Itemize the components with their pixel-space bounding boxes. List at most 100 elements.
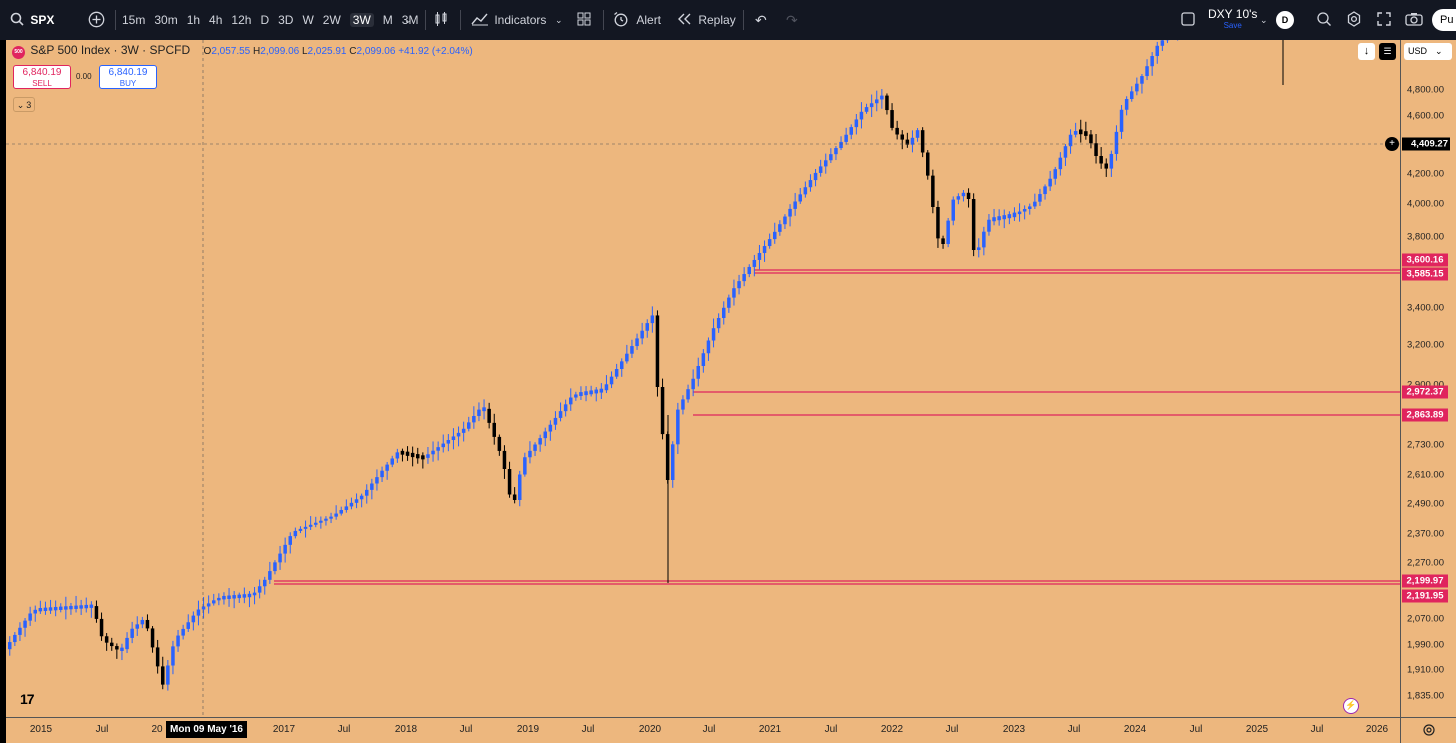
candle — [758, 253, 762, 260]
list-icon: ☰ — [1383, 46, 1391, 56]
timeframe-4h[interactable]: 4h — [209, 13, 222, 27]
level-price-badge: 2,199.97 — [1402, 575, 1448, 588]
candle — [120, 648, 124, 651]
buy-button[interactable]: 6,840.19 BUY — [99, 65, 157, 89]
indicator-toggle[interactable]: ⌄3 — [13, 97, 35, 112]
candle — [778, 224, 782, 232]
object-tree-button[interactable]: ☰ — [1379, 43, 1396, 60]
candle — [1140, 76, 1144, 84]
candle — [1084, 131, 1088, 136]
timeframe-2w[interactable]: 2W — [323, 13, 341, 27]
candle — [600, 389, 604, 393]
scroll-down-button[interactable]: ↓ — [1358, 43, 1375, 60]
timeframe-d[interactable]: D — [260, 13, 269, 27]
layout-dropdown[interactable]: ⌄ — [1260, 10, 1268, 30]
candle — [212, 600, 216, 603]
candle — [452, 436, 456, 440]
symbol-title[interactable]: S&P 500 Index · 3W · SPCFD — [30, 43, 190, 57]
price-tick: 3,200.00 — [1407, 340, 1444, 351]
candlestick-chart[interactable] — [6, 40, 1400, 717]
quick-search-button[interactable] — [1316, 10, 1332, 30]
settings-button[interactable] — [1346, 10, 1362, 30]
price-tick: 4,600.00 — [1407, 111, 1444, 122]
alert-button[interactable]: Alert — [613, 10, 661, 30]
candle — [860, 112, 864, 120]
candle — [171, 646, 175, 665]
fullscreen-button[interactable] — [1377, 10, 1391, 30]
replay-button[interactable]: Replay — [678, 10, 736, 30]
snapshot-button[interactable] — [1405, 10, 1423, 30]
candle — [1054, 169, 1058, 179]
time-label: 2021 — [759, 724, 781, 735]
candle — [457, 433, 461, 437]
candle — [554, 418, 558, 425]
candle — [472, 416, 476, 422]
square-icon — [1181, 12, 1195, 26]
buy-label: BUY — [100, 78, 156, 89]
index-logo: 500 — [12, 46, 25, 59]
timeframe-dropdown[interactable]: ⌄ — [404, 10, 412, 30]
candle — [192, 616, 196, 623]
redo-icon[interactable]: ↷ — [786, 10, 798, 30]
toolbar-divider — [115, 10, 116, 30]
symbol-search[interactable]: SPX — [10, 10, 54, 30]
timeframe-12h[interactable]: 12h — [231, 13, 251, 27]
timeframe-3d[interactable]: 3D — [278, 13, 293, 27]
candle — [1038, 194, 1042, 202]
chart-pane[interactable]: 500 S&P 500 Index · 3W · SPCFD O2,057.55… — [6, 40, 1400, 717]
timeframe-30m[interactable]: 30m — [154, 13, 177, 27]
candle — [396, 452, 400, 458]
symbol-name: SPX — [30, 13, 54, 27]
candle — [304, 527, 308, 529]
chart-type-button[interactable] — [434, 10, 448, 30]
candle — [1094, 143, 1098, 156]
price-tick: 2,730.00 — [1407, 440, 1444, 451]
compare-button[interactable] — [88, 10, 105, 30]
candle — [982, 232, 986, 248]
layout-name-button[interactable]: DXY 10's Save — [1208, 8, 1257, 28]
candle — [202, 606, 206, 609]
add-alert-icon[interactable]: + — [1385, 137, 1399, 151]
candle — [661, 387, 665, 434]
time-label: Jul — [1068, 724, 1081, 735]
timeframe-1h[interactable]: 1h — [187, 13, 200, 27]
candle — [865, 107, 869, 112]
timeframe-3w[interactable]: 3W — [350, 13, 374, 27]
timeframe-w[interactable]: W — [302, 13, 313, 27]
timeframe-m[interactable]: M — [383, 13, 393, 27]
candle — [595, 390, 599, 394]
undo-icon[interactable]: ↶ — [755, 10, 767, 30]
currency-select[interactable]: USD⌄ — [1404, 43, 1452, 60]
candle — [391, 458, 395, 464]
avatar[interactable]: D — [1276, 10, 1294, 30]
layout-name: DXY 10's — [1208, 8, 1257, 20]
layout-checkbox[interactable] — [1181, 10, 1195, 30]
indicators-label: Indicators — [494, 13, 546, 27]
sell-button[interactable]: 6,840.19 SELL — [13, 65, 71, 89]
publish-button[interactable]: Pu — [1432, 9, 1456, 31]
candle — [1043, 186, 1047, 194]
candle — [640, 331, 644, 339]
candle — [962, 193, 966, 196]
layouts-button[interactable] — [577, 10, 591, 30]
candle — [1135, 84, 1139, 92]
grid-icon — [577, 12, 591, 26]
candle — [314, 523, 318, 525]
indicators-dropdown[interactable]: ⌄ — [555, 10, 563, 30]
candle — [59, 607, 63, 610]
candle — [671, 444, 675, 480]
timeframe-15m[interactable]: 15m — [122, 13, 145, 27]
gear-icon[interactable] — [1422, 723, 1436, 737]
lightning-icon[interactable]: ⚡ — [1343, 698, 1359, 714]
candle — [1013, 213, 1017, 218]
ohlc-values: O2,057.55 H2,099.06 L2,025.91 C2,099.06 … — [204, 46, 473, 57]
candle — [681, 399, 685, 409]
candle — [890, 110, 894, 128]
time-label: Jul — [582, 724, 595, 735]
candle — [620, 361, 624, 369]
candle — [931, 176, 935, 207]
indicators-button[interactable]: Indicators — [471, 10, 546, 30]
